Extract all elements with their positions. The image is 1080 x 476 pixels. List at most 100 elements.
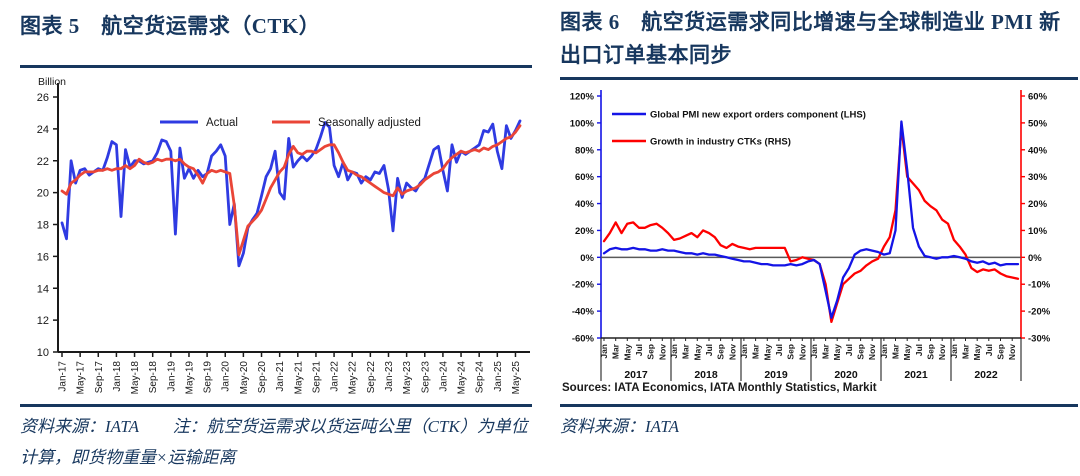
figure5-title: 图表 5 航空货运需求（CTK） xyxy=(20,14,321,38)
svg-text:Sep-17: Sep-17 xyxy=(94,361,105,394)
svg-text:May-17: May-17 xyxy=(76,361,87,395)
figure5-panel: 图表 5 航空货运需求（CTK） Billion 10 12 14 16 18 20 22 24… xyxy=(20,0,532,476)
svg-text:Mar: Mar xyxy=(681,343,691,359)
svg-text:May: May xyxy=(902,344,912,361)
svg-text:Sep-23: Sep-23 xyxy=(420,361,431,394)
svg-text:May: May xyxy=(622,344,632,361)
svg-text:Jan-22: Jan-22 xyxy=(330,361,341,392)
svg-text:May-22: May-22 xyxy=(348,361,359,395)
svg-text:Sep: Sep xyxy=(716,344,726,360)
svg-text:22: 22 xyxy=(37,156,49,168)
svg-text:Sep-19: Sep-19 xyxy=(203,361,214,394)
svg-text:Sep: Sep xyxy=(996,344,1006,360)
svg-text:May: May xyxy=(692,344,702,361)
svg-text:Sep: Sep xyxy=(646,344,656,360)
svg-text:Mar: Mar xyxy=(821,343,831,359)
svg-text:Sep-18: Sep-18 xyxy=(148,361,159,394)
svg-text:Growth in industry CTKs (RHS): Growth in industry CTKs (RHS) xyxy=(650,137,791,148)
figure6-source-note: 资料来源：IATA xyxy=(560,417,679,436)
svg-text:Jul: Jul xyxy=(914,344,924,356)
svg-text:May: May xyxy=(832,344,842,361)
figure6-footer-divider xyxy=(560,404,1078,407)
svg-text:Jul: Jul xyxy=(844,344,854,356)
svg-text:2018: 2018 xyxy=(694,369,718,381)
svg-text:Jan: Jan xyxy=(599,344,609,359)
svg-text:Jul: Jul xyxy=(984,344,994,356)
svg-text:Jan-24: Jan-24 xyxy=(438,361,449,392)
svg-text:-60%: -60% xyxy=(572,334,595,345)
figure6-panel: 图表 6 航空货运需求同比增速与全球制造业 PMI 新出口订单基本同步 120%… xyxy=(560,0,1078,476)
svg-text:Nov: Nov xyxy=(727,344,737,360)
svg-text:2022: 2022 xyxy=(974,369,998,381)
svg-text:10%: 10% xyxy=(1028,226,1048,237)
svg-text:May-20: May-20 xyxy=(239,361,250,395)
svg-text:18: 18 xyxy=(37,220,49,232)
svg-text:24: 24 xyxy=(37,124,49,136)
svg-text:Jan: Jan xyxy=(739,344,749,359)
svg-text:30%: 30% xyxy=(1028,172,1048,183)
svg-text:-20%: -20% xyxy=(1028,307,1051,318)
svg-text:Sep-20: Sep-20 xyxy=(257,361,268,394)
svg-text:May-19: May-19 xyxy=(185,361,196,395)
svg-text:Jul: Jul xyxy=(704,344,714,356)
svg-text:80%: 80% xyxy=(575,145,595,156)
svg-text:Jan-18: Jan-18 xyxy=(112,361,123,392)
ctk-chart-legend: Actual Seasonally adjusted xyxy=(160,117,421,129)
svg-text:May-21: May-21 xyxy=(293,361,304,395)
svg-text:Jan: Jan xyxy=(809,344,819,359)
svg-text:May-25: May-25 xyxy=(511,361,522,395)
svg-text:-10%: -10% xyxy=(1028,280,1051,291)
svg-text:May-23: May-23 xyxy=(402,361,413,395)
svg-text:Sep: Sep xyxy=(926,344,936,360)
svg-text:16: 16 xyxy=(37,251,49,263)
svg-text:40%: 40% xyxy=(1028,145,1048,156)
svg-text:Mar: Mar xyxy=(961,343,971,359)
ctk-demand-chart: Billion 10 12 14 16 18 20 22 24 26 Jan-17 May-17 Sep… xyxy=(20,72,532,404)
figure5-source-note: 资料来源：IATA 注：航空货运需求以货运吨公里（CTK）为单位计算，即货物重量… xyxy=(20,417,528,467)
svg-text:Sep: Sep xyxy=(786,344,796,360)
svg-text:Nov: Nov xyxy=(657,344,667,360)
svg-text:120%: 120% xyxy=(570,92,595,103)
ctk-chart-svg: Billion 10 12 14 16 18 20 22 24 26 Jan-17 May-17 Sep… xyxy=(37,76,530,395)
svg-text:Jan-23: Jan-23 xyxy=(384,361,395,392)
svg-text:Mar: Mar xyxy=(751,343,761,359)
svg-text:Mar: Mar xyxy=(611,343,621,359)
svg-text:Mar: Mar xyxy=(891,343,901,359)
svg-text:2017: 2017 xyxy=(624,369,648,381)
svg-text:-30%: -30% xyxy=(1028,334,1051,345)
svg-text:Jan: Jan xyxy=(949,344,959,359)
svg-text:May-24: May-24 xyxy=(457,361,468,395)
svg-text:14: 14 xyxy=(37,283,49,295)
svg-text:Jan-25: Jan-25 xyxy=(493,361,504,392)
svg-text:2021: 2021 xyxy=(904,369,928,381)
svg-text:0%: 0% xyxy=(580,253,594,264)
svg-text:May: May xyxy=(972,344,982,361)
svg-text:Jul: Jul xyxy=(774,344,784,356)
svg-text:20: 20 xyxy=(37,188,49,200)
figure5-title-divider xyxy=(20,65,532,68)
svg-text:Sep: Sep xyxy=(856,344,866,360)
y-unit-label: Billion xyxy=(38,76,66,88)
svg-text:40%: 40% xyxy=(575,199,595,210)
svg-text:-40%: -40% xyxy=(572,307,595,318)
svg-text:20%: 20% xyxy=(575,226,595,237)
svg-text:Jan-20: Jan-20 xyxy=(221,361,232,392)
pmi-ctk-legend: Global PMI new export orders component (… xyxy=(612,110,866,148)
pmi-ctk-chart-svg: 120% 100% 80% 60% 40% 20% 0% -20% -40% -60% 60% 50%… xyxy=(570,90,1051,381)
figure5-footer-divider xyxy=(20,404,532,407)
svg-text:Jan-21: Jan-21 xyxy=(275,361,286,392)
svg-text:Seasonally adjusted: Seasonally adjusted xyxy=(318,117,421,129)
svg-text:May-18: May-18 xyxy=(130,361,141,395)
svg-text:100%: 100% xyxy=(570,118,595,129)
svg-text:0%: 0% xyxy=(1028,253,1042,264)
svg-text:Global PMI new export orders c: Global PMI new export orders component (… xyxy=(650,110,866,121)
svg-text:Actual: Actual xyxy=(206,117,238,129)
figure6-sources-line: Sources: IATA Economics, IATA Monthly St… xyxy=(562,382,877,394)
figure6-title: 图表 6 航空货运需求同比增速与全球制造业 PMI 新出口订单基本同步 xyxy=(560,10,1061,67)
figure6-title-divider xyxy=(560,77,1078,80)
svg-text:2019: 2019 xyxy=(764,369,788,381)
svg-text:Nov: Nov xyxy=(867,344,877,360)
svg-text:20%: 20% xyxy=(1028,199,1048,210)
pmi-ctk-growth-chart: 120% 100% 80% 60% 40% 20% 0% -20% -40% -60% 60% 50%… xyxy=(560,84,1078,382)
svg-text:-20%: -20% xyxy=(572,280,595,291)
